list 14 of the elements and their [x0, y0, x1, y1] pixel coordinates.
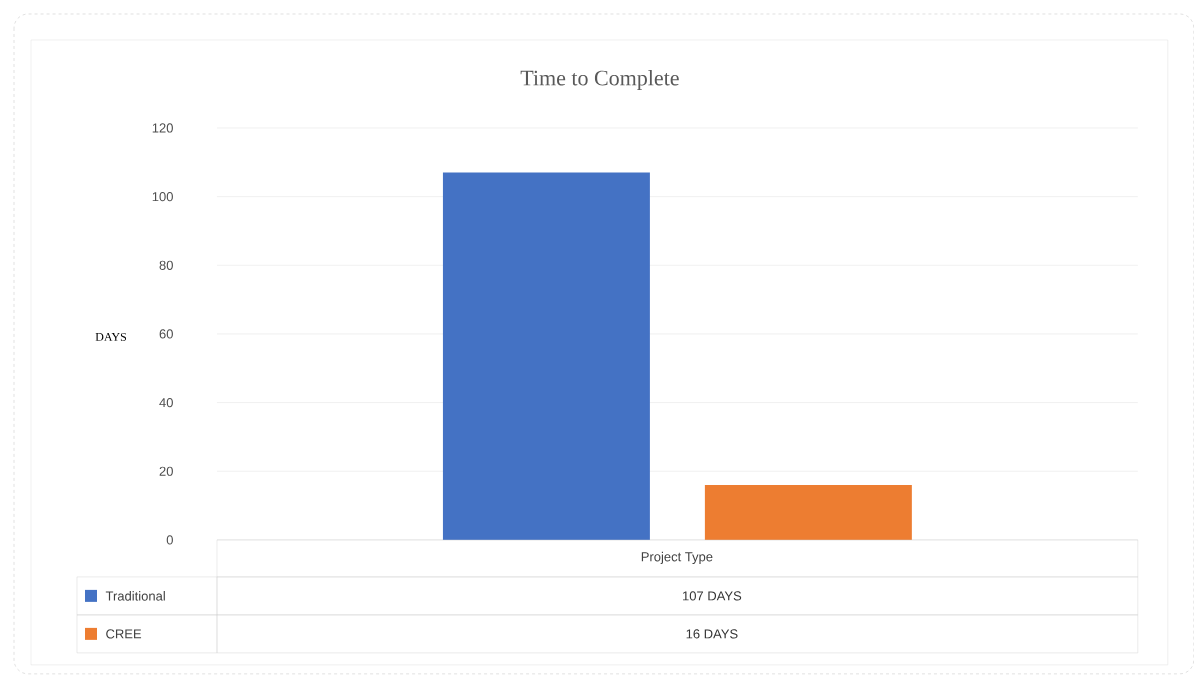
text: 107 DAYS — [683, 591, 742, 601]
y-tick-label: 60 — [159, 329, 173, 339]
y-tick-label: 20 — [159, 466, 173, 476]
x-tick-label: Project Type — [641, 551, 713, 565]
y-tick-label: 40 — [159, 398, 173, 408]
y-tick-label: 120 — [152, 123, 173, 133]
legend-label: Traditional — [105, 591, 165, 601]
y-axis-title: DAYS — [95, 332, 127, 342]
y-tick-label: 100 — [152, 192, 173, 202]
y-tick-label: 80 — [159, 260, 173, 270]
text: 16 DAYS — [686, 629, 738, 639]
legend-label: CREE — [106, 629, 142, 639]
chart-title: Time to Complete — [520, 70, 679, 91]
y-tick-label: 0 — [166, 535, 173, 545]
